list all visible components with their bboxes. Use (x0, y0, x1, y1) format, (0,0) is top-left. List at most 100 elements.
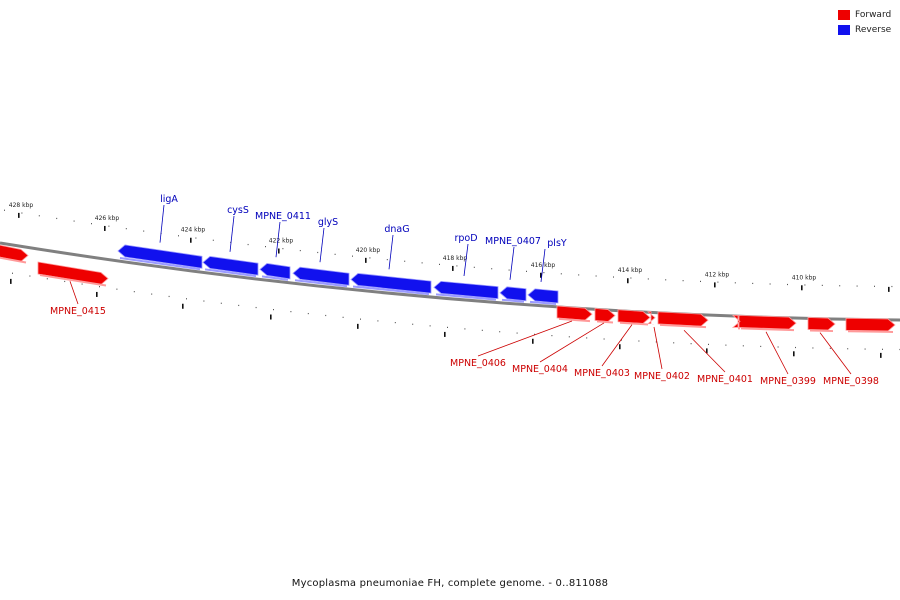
kbp-tick-label: 412 kbp (705, 271, 730, 278)
minor-tick-top (439, 263, 440, 265)
kbp-tick-label: 418 kbp (443, 255, 468, 262)
minor-tick-bottom (412, 323, 414, 325)
minor-tick-top (56, 217, 58, 220)
minor-tick-top (299, 249, 301, 252)
minor-tick-bottom (220, 302, 222, 304)
leader-line (159, 204, 165, 243)
reverse-gene[interactable] (527, 288, 559, 305)
forward-gene[interactable] (738, 314, 797, 332)
legend-reverse: Reverse (838, 24, 891, 39)
minor-tick-bottom (795, 346, 796, 349)
minor-tick-bottom (673, 342, 675, 344)
forward-gene[interactable] (594, 307, 616, 324)
minor-tick-bottom (394, 322, 396, 324)
reverse-gene-label: ligA (160, 194, 178, 205)
minor-tick-bottom (168, 295, 170, 298)
reverse-gene-label: MPNE_0407 (485, 236, 541, 247)
minor-tick-bottom (655, 341, 657, 343)
forward-gene[interactable] (556, 305, 593, 323)
minor-tick-top (352, 255, 353, 257)
minor-tick-bottom (290, 311, 292, 313)
reverse-gene[interactable] (433, 280, 499, 301)
label-leader-lines (69, 204, 852, 375)
minor-tick-bottom (307, 312, 309, 315)
minor-tick-bottom (64, 280, 66, 283)
leader-line (683, 329, 726, 373)
forward-gene[interactable] (617, 309, 651, 326)
forward-gene-label: MPNE_0403 (574, 368, 630, 379)
minor-tick-bottom (273, 309, 274, 311)
major-tick-bottom (357, 323, 359, 329)
kbp-tick-label: 422 kbp (269, 238, 294, 245)
minor-tick-top (665, 279, 667, 281)
reverse-gene[interactable] (499, 286, 527, 303)
minor-tick-bottom (447, 326, 448, 328)
reverse-gene[interactable] (350, 273, 432, 296)
leader-line (477, 320, 573, 357)
forward-gene[interactable] (845, 317, 896, 333)
minor-tick-bottom (238, 304, 240, 307)
forward-swatch (838, 10, 850, 20)
leader-line (388, 234, 394, 270)
minor-tick-top (91, 223, 92, 225)
major-tick-top (452, 265, 454, 271)
forward-gene[interactable] (0, 244, 29, 264)
major-tick-top (278, 248, 280, 254)
minor-tick-top (369, 257, 371, 259)
minor-tick-bottom (603, 338, 605, 340)
minor-tick-top (334, 253, 336, 255)
minor-tick-bottom (621, 339, 622, 341)
minor-tick-bottom (882, 348, 883, 350)
minor-tick-top (178, 235, 179, 237)
forward-gene-label: MPNE_0415 (50, 306, 106, 317)
forward-gene-label: MPNE_0406 (450, 358, 506, 369)
minor-tick-top (265, 246, 266, 248)
minor-tick-bottom (829, 347, 831, 349)
reverse-gene[interactable] (292, 266, 350, 288)
major-tick-bottom (182, 303, 184, 309)
minor-tick-top (821, 284, 823, 286)
minor-tick-bottom (203, 300, 205, 302)
minor-tick-top (108, 225, 110, 227)
minor-tick-bottom (186, 298, 187, 300)
legend-reverse-label: Reverse (855, 25, 892, 35)
minor-tick-top (73, 220, 75, 222)
minor-tick-top (38, 215, 40, 217)
forward-gene[interactable] (731, 314, 741, 330)
minor-tick-top (386, 259, 388, 261)
minor-tick-top (874, 285, 875, 287)
forward-gene[interactable] (807, 317, 836, 333)
minor-tick-top (630, 277, 632, 279)
leader-line (540, 248, 546, 282)
minor-tick-top (473, 266, 475, 268)
legend-forward: Forward (838, 9, 891, 24)
minor-tick-top (404, 260, 406, 262)
minor-tick-top (734, 282, 736, 284)
reverse-gene[interactable] (202, 255, 259, 278)
forward-gene[interactable] (657, 311, 709, 329)
reverse-gene[interactable] (117, 244, 203, 271)
minor-tick-bottom (708, 343, 709, 346)
forward-strand-genes (0, 244, 896, 333)
minor-tick-top (839, 285, 841, 287)
minor-tick-top (613, 276, 614, 278)
leader-line (229, 215, 235, 252)
forward-gene[interactable] (646, 311, 656, 325)
minor-tick-bottom (638, 340, 640, 342)
minor-tick-bottom (534, 333, 535, 335)
leader-line (275, 221, 281, 258)
minor-tick-bottom (377, 320, 379, 322)
minor-tick-bottom (116, 288, 118, 290)
minor-tick-bottom (464, 328, 466, 330)
gene-labels: ligA cysS MPNE_0411 glyS dnaG rpoD MPNE_0407 pl… (50, 194, 879, 387)
leader-line (819, 332, 852, 375)
minor-tick-top (526, 270, 527, 272)
major-tick-top (627, 278, 629, 284)
major-tick-bottom (880, 352, 882, 358)
leader-line (69, 281, 79, 305)
forward-gene[interactable] (37, 261, 109, 287)
reverse-gene[interactable] (259, 262, 291, 281)
minor-tick-top (491, 268, 493, 270)
minor-tick-top (560, 273, 562, 275)
